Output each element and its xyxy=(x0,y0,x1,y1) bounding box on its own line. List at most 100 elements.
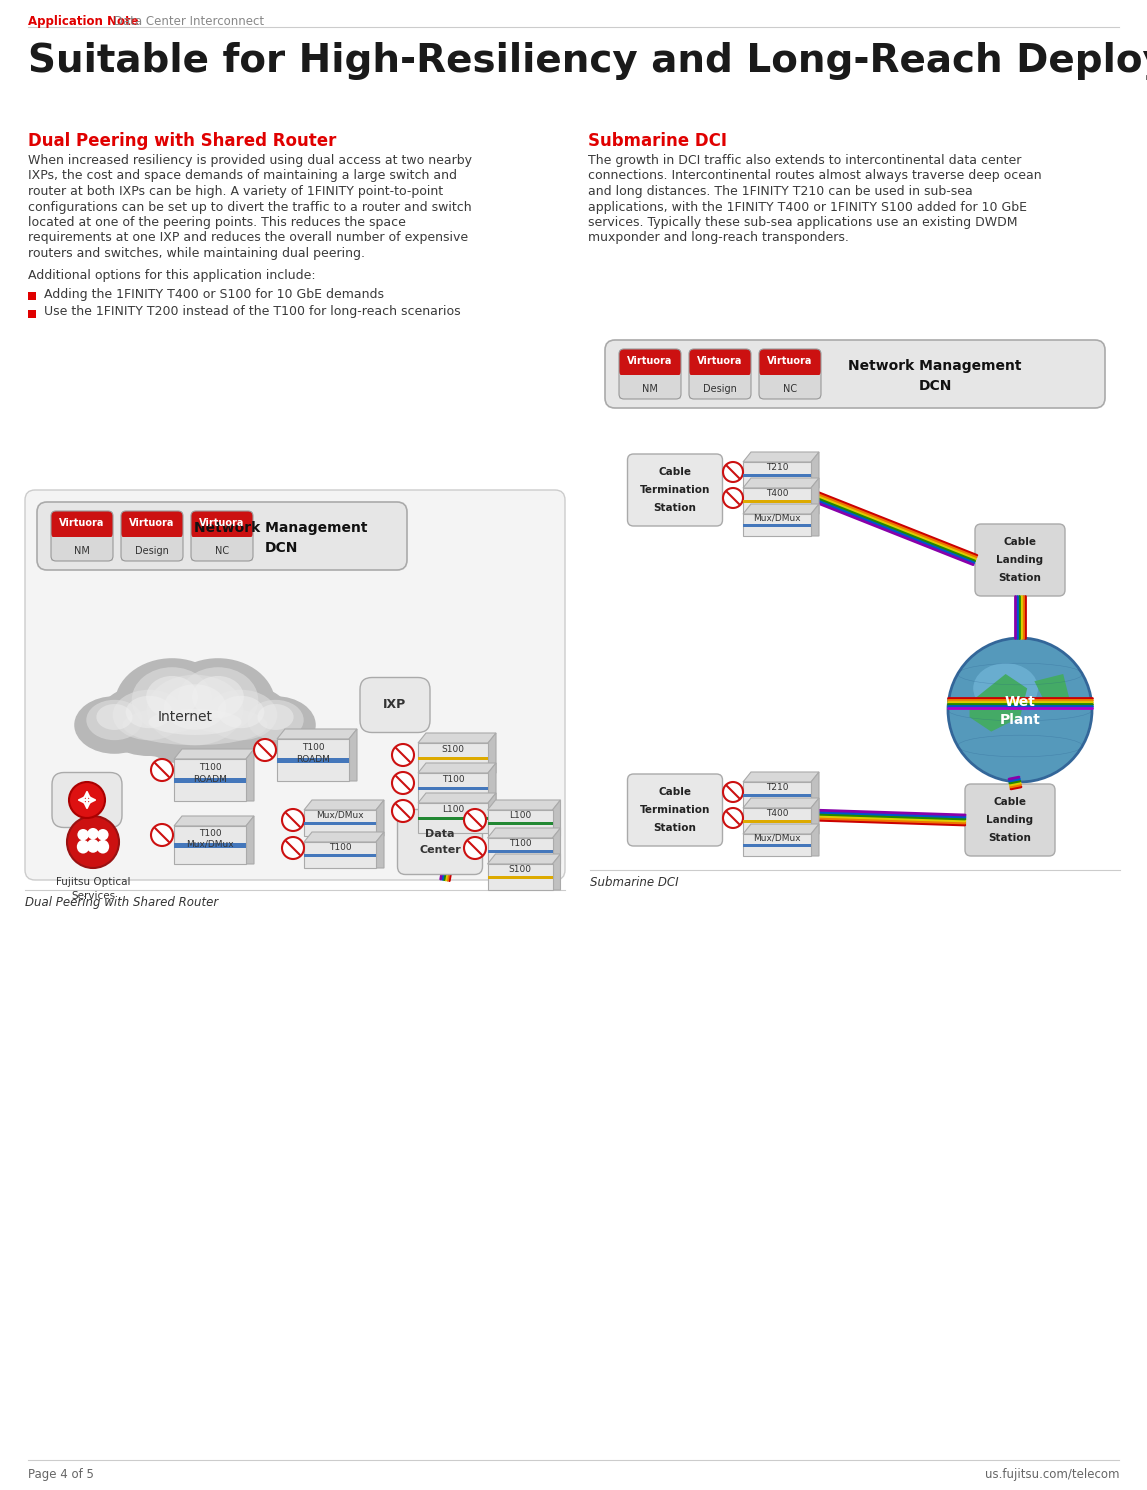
Ellipse shape xyxy=(115,659,229,752)
Polygon shape xyxy=(487,793,496,833)
FancyBboxPatch shape xyxy=(627,454,723,526)
Bar xyxy=(759,375,821,399)
Bar xyxy=(174,825,245,864)
Text: Virtuora: Virtuora xyxy=(130,519,174,527)
FancyBboxPatch shape xyxy=(120,511,184,538)
Text: IXP: IXP xyxy=(383,699,407,712)
Circle shape xyxy=(392,800,414,822)
Bar xyxy=(174,843,245,848)
Text: Landing: Landing xyxy=(986,815,1033,825)
FancyBboxPatch shape xyxy=(50,511,114,538)
Text: Network Management: Network Management xyxy=(849,359,1022,372)
Polygon shape xyxy=(304,800,384,811)
Circle shape xyxy=(723,808,743,828)
Polygon shape xyxy=(811,824,819,855)
Ellipse shape xyxy=(92,702,298,758)
Bar xyxy=(120,536,184,562)
Ellipse shape xyxy=(112,690,185,741)
Ellipse shape xyxy=(189,684,292,755)
Text: Dual Peering with Shared Router: Dual Peering with Shared Router xyxy=(28,133,336,150)
Polygon shape xyxy=(1035,673,1070,711)
Text: Cable: Cable xyxy=(658,787,692,797)
Bar xyxy=(743,843,811,846)
Ellipse shape xyxy=(96,840,109,854)
Text: L100: L100 xyxy=(509,811,531,820)
Circle shape xyxy=(77,828,88,840)
FancyBboxPatch shape xyxy=(398,809,483,875)
Ellipse shape xyxy=(148,709,242,735)
Text: T100: T100 xyxy=(508,839,531,848)
Text: NM: NM xyxy=(75,545,89,556)
Bar xyxy=(743,782,811,808)
Text: S100: S100 xyxy=(442,745,465,754)
Polygon shape xyxy=(811,772,819,808)
Text: T100: T100 xyxy=(198,828,221,837)
Circle shape xyxy=(151,758,173,781)
Text: services. Typically these sub-sea applications use an existing DWDM: services. Typically these sub-sea applic… xyxy=(588,216,1017,229)
Polygon shape xyxy=(487,763,496,803)
Text: NC: NC xyxy=(783,383,797,393)
Bar xyxy=(743,834,811,855)
Bar xyxy=(689,375,751,399)
Text: T400: T400 xyxy=(766,489,788,498)
Polygon shape xyxy=(743,451,819,462)
Text: muxponder and long-reach transponders.: muxponder and long-reach transponders. xyxy=(588,231,849,244)
Polygon shape xyxy=(743,772,819,782)
Polygon shape xyxy=(811,799,819,834)
FancyBboxPatch shape xyxy=(619,349,681,375)
Ellipse shape xyxy=(178,668,258,733)
Ellipse shape xyxy=(87,839,100,852)
Bar xyxy=(28,292,36,299)
FancyBboxPatch shape xyxy=(360,678,430,733)
Text: Suitable for High-Resiliency and Long-Reach Deployment: Suitable for High-Resiliency and Long-Re… xyxy=(28,42,1147,80)
Ellipse shape xyxy=(235,696,315,754)
Bar xyxy=(743,820,811,822)
Ellipse shape xyxy=(193,676,244,718)
Ellipse shape xyxy=(86,700,142,741)
Bar xyxy=(743,524,811,527)
Text: Design: Design xyxy=(703,383,736,393)
Polygon shape xyxy=(487,854,561,864)
Text: T100: T100 xyxy=(329,843,351,852)
Text: Data: Data xyxy=(426,828,454,839)
Polygon shape xyxy=(743,504,819,514)
Ellipse shape xyxy=(132,668,212,733)
Ellipse shape xyxy=(161,659,275,752)
Polygon shape xyxy=(743,824,819,834)
Bar xyxy=(276,739,349,781)
Circle shape xyxy=(392,744,414,766)
Circle shape xyxy=(151,824,173,846)
Bar xyxy=(304,811,376,836)
Text: Plant: Plant xyxy=(999,714,1040,727)
Circle shape xyxy=(97,828,109,840)
Text: T100: T100 xyxy=(302,744,325,752)
FancyBboxPatch shape xyxy=(52,772,122,827)
Ellipse shape xyxy=(164,684,226,730)
Text: Mux/DMux: Mux/DMux xyxy=(754,834,801,843)
Circle shape xyxy=(67,817,119,869)
Text: Dual Peering with Shared Router: Dual Peering with Shared Router xyxy=(25,895,218,909)
Circle shape xyxy=(949,638,1092,782)
Bar xyxy=(28,310,36,317)
FancyBboxPatch shape xyxy=(37,502,407,571)
Text: Adding the 1FINITY T400 or S100 for 10 GbE demands: Adding the 1FINITY T400 or S100 for 10 G… xyxy=(44,288,384,301)
Text: Termination: Termination xyxy=(640,486,710,495)
Text: Landing: Landing xyxy=(997,554,1044,565)
Circle shape xyxy=(723,462,743,481)
Text: IXP: IXP xyxy=(76,794,99,806)
Ellipse shape xyxy=(248,700,304,741)
Text: L100: L100 xyxy=(442,805,465,814)
Text: configurations can be set up to divert the traffic to a router and switch: configurations can be set up to divert t… xyxy=(28,201,471,213)
Polygon shape xyxy=(969,673,1028,732)
Text: T210: T210 xyxy=(766,463,788,472)
Polygon shape xyxy=(553,828,561,864)
FancyBboxPatch shape xyxy=(689,349,751,375)
Polygon shape xyxy=(743,478,819,489)
Polygon shape xyxy=(811,504,819,536)
Bar xyxy=(743,474,811,477)
Bar xyxy=(487,837,553,864)
Ellipse shape xyxy=(218,696,264,729)
Bar xyxy=(304,842,376,869)
Bar xyxy=(418,757,487,760)
Text: Mux/DMux: Mux/DMux xyxy=(754,514,801,523)
